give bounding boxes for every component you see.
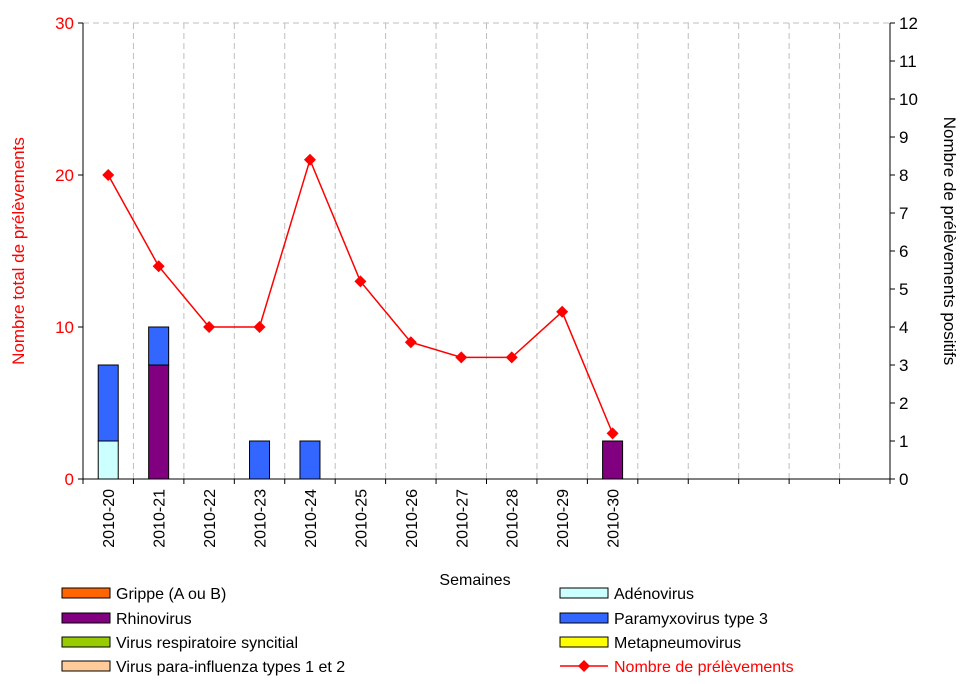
line-marker xyxy=(102,169,115,181)
x-tick-label: 2010-30 xyxy=(606,489,623,548)
legend-label: Rhinovirus xyxy=(116,611,192,628)
x-axis-title: Semaines xyxy=(439,572,510,589)
x-tick-label: 2010-20 xyxy=(101,489,118,548)
left-axis-title: Nombre total de prélèvements xyxy=(9,137,28,365)
x-tick-label: 2010-21 xyxy=(152,489,169,548)
line-marker xyxy=(303,153,316,166)
x-tick-label: 2010-24 xyxy=(303,489,320,548)
legend-swatch xyxy=(61,587,111,599)
right-tick-label: 12 xyxy=(899,14,918,33)
right-tick-label: 5 xyxy=(899,280,908,299)
x-tick-label: 2010-26 xyxy=(404,489,421,548)
legend-swatch xyxy=(559,636,609,648)
bar-segment xyxy=(148,364,170,480)
right-tick-label: 8 xyxy=(899,166,908,185)
x-tick-label: 2010-22 xyxy=(202,489,219,548)
legend-line-marker xyxy=(578,660,590,672)
line-marker xyxy=(556,305,569,318)
bar-segment xyxy=(299,440,321,480)
legend-swatch xyxy=(559,612,609,624)
left-tick-label: 20 xyxy=(55,166,74,185)
left-tick-label: 10 xyxy=(55,318,74,337)
legend-label: Paramyxovirus type 3 xyxy=(614,611,768,628)
x-tick-label: 2010-27 xyxy=(454,489,471,548)
right-tick-label: 9 xyxy=(899,128,908,147)
line-marker xyxy=(354,275,367,288)
bar-segment xyxy=(148,326,170,366)
line-marker xyxy=(455,351,468,364)
right-tick-label: 10 xyxy=(899,90,918,109)
bar-segment xyxy=(602,440,624,480)
right-tick-label: 1 xyxy=(899,432,908,451)
legend-swatch xyxy=(559,587,609,599)
bar-segment xyxy=(97,440,119,480)
legend-label: Virus para-influenza types 1 et 2 xyxy=(116,659,345,676)
x-tick-label: 2010-25 xyxy=(353,489,370,548)
right-axis-title: Nombre de prélèvements positifs xyxy=(940,117,959,366)
line-marker xyxy=(404,336,417,349)
bar-segment xyxy=(249,440,271,480)
x-tick-label: 2010-23 xyxy=(253,489,270,548)
right-tick-label: 2 xyxy=(899,394,908,413)
legend-label: Grippe (A ou B) xyxy=(116,586,226,603)
legend-label: Adénovirus xyxy=(614,586,694,603)
legend-swatch xyxy=(61,660,111,672)
left-tick-label: 0 xyxy=(65,470,74,489)
x-tick-label: 2010-28 xyxy=(505,489,522,548)
line-marker xyxy=(152,260,165,273)
line-marker xyxy=(505,351,518,364)
legend-swatch xyxy=(61,636,111,648)
legend-label: Metapneumovirus xyxy=(614,635,741,652)
line-marker xyxy=(203,321,216,333)
right-tick-label: 7 xyxy=(899,204,908,223)
left-tick-label: 30 xyxy=(55,14,74,33)
x-tick-label: 2010-29 xyxy=(555,489,572,548)
right-tick-label: 0 xyxy=(899,470,908,489)
line-marker xyxy=(253,321,266,333)
right-tick-label: 4 xyxy=(899,318,908,337)
legend-label: Nombre de prélèvements xyxy=(614,659,794,676)
right-tick-label: 3 xyxy=(899,356,908,375)
right-tick-label: 6 xyxy=(899,242,908,261)
legend-swatch xyxy=(61,612,111,624)
line-marker xyxy=(606,427,619,440)
bar-segment xyxy=(97,364,119,442)
legend-label: Virus respiratoire syncitial xyxy=(116,635,298,652)
right-tick-label: 11 xyxy=(899,52,917,71)
